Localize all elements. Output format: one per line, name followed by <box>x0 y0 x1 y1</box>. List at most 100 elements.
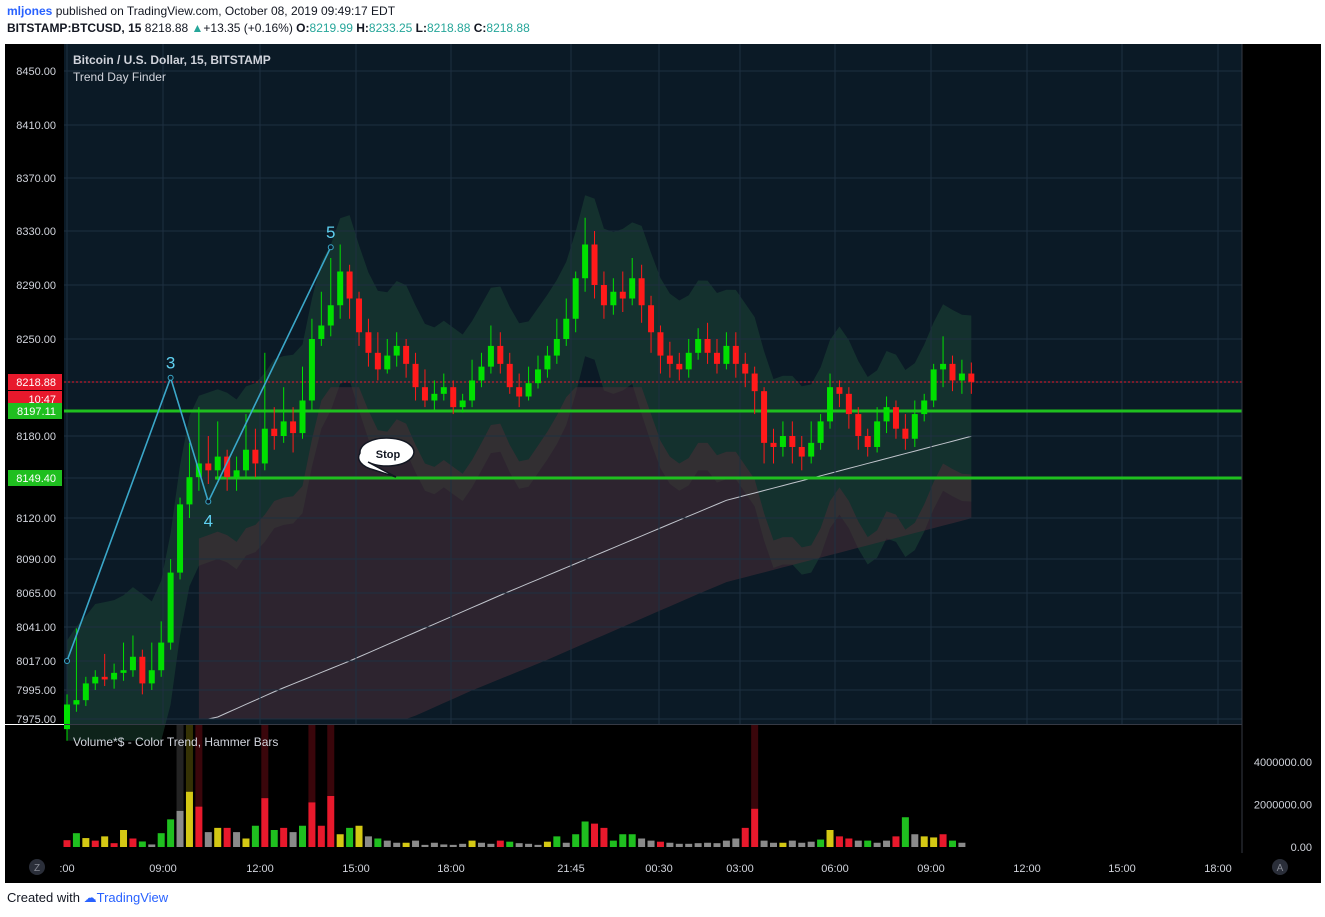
price-badge <box>8 403 62 419</box>
tradingview-brand[interactable]: TradingView <box>96 890 169 905</box>
price-tick-label: 8410.00 <box>16 120 56 132</box>
volume-bar <box>402 842 410 847</box>
candle-body <box>506 363 513 388</box>
volume-bar <box>930 837 938 847</box>
volume-bar <box>515 843 523 847</box>
candle-body <box>177 504 184 573</box>
volume-bar <box>270 830 278 847</box>
volume-bar <box>412 840 420 847</box>
price-badge-label: 8218.88 <box>16 377 56 389</box>
price-tick-label: 8017.00 <box>16 656 56 668</box>
symbol-label: BITSTAMP:BTCUSD, 15 <box>7 21 142 35</box>
time-tick-label: 12:00 <box>246 863 274 875</box>
volume-bar <box>374 838 382 847</box>
time-tick-label: 09:00 <box>917 863 945 875</box>
candle-body <box>224 456 231 478</box>
high-label: H: <box>356 21 369 35</box>
author-name[interactable]: mljones <box>7 4 53 18</box>
zoom-icon: Z <box>34 863 40 874</box>
time-tick-label: 18:00 <box>437 863 465 875</box>
candle-body <box>827 387 834 422</box>
candle-body <box>591 244 598 285</box>
volume-bar <box>251 825 259 847</box>
price-badge-label: 8197.11 <box>17 406 56 418</box>
candle-body <box>139 656 146 684</box>
candle-body <box>779 436 786 447</box>
candle-body <box>459 400 466 408</box>
candle-body <box>572 278 579 319</box>
volume-bar <box>685 843 693 847</box>
volume-bar <box>195 806 203 847</box>
volume-bar <box>779 842 787 847</box>
volume-bars <box>63 725 966 847</box>
stop-callout[interactable]: Stop <box>357 437 415 478</box>
volume-bar <box>901 817 909 847</box>
elliott-waves[interactable]: 3 4 5 <box>64 223 336 664</box>
candle-body <box>478 366 485 381</box>
candle-body <box>864 436 871 447</box>
volume-bar <box>826 830 834 847</box>
indicator-name: Trend Day Finder <box>73 70 166 84</box>
close-value: 8218.88 <box>486 21 530 35</box>
candle-body <box>610 291 617 306</box>
candle-body <box>911 414 918 439</box>
volume-bar <box>628 834 636 847</box>
candle-body <box>327 305 334 326</box>
volume-bar <box>167 819 175 847</box>
support-levels <box>64 381 1242 480</box>
volume-pane-bg <box>64 725 1242 853</box>
volume-bar <box>327 796 335 847</box>
volume-bar <box>741 827 749 847</box>
candle-body <box>450 387 457 408</box>
candle-body <box>82 683 89 701</box>
candle-body <box>902 428 909 439</box>
candle-body <box>92 676 99 684</box>
volume-bar <box>223 827 231 847</box>
volume-bar <box>176 810 184 847</box>
volume-bar <box>459 843 467 847</box>
last-price: 8218.88 <box>144 21 189 35</box>
time-tick-label: :00 <box>59 863 74 875</box>
volume-bar <box>364 836 372 847</box>
candle-body <box>742 363 749 374</box>
price-tick-label: 7975.00 <box>16 714 56 726</box>
candle-body <box>214 456 221 471</box>
candle-body <box>374 352 381 370</box>
volume-highlight-column <box>176 725 184 811</box>
volume-highlight-column <box>308 725 316 803</box>
zoom-button[interactable] <box>29 859 45 875</box>
volume-bar <box>854 840 862 847</box>
auto-scale-button[interactable] <box>1272 859 1288 875</box>
volume-bar <box>185 791 193 847</box>
candle-body <box>855 414 862 436</box>
candle-body <box>553 339 560 356</box>
wave-point <box>205 498 212 505</box>
volume-highlight-column <box>195 725 203 807</box>
publish-line: mljones published on TradingView.com, Oc… <box>7 4 395 18</box>
volume-bar <box>845 838 853 847</box>
volume-bar <box>204 832 212 847</box>
candle-body <box>940 363 947 370</box>
volume-bar <box>798 842 806 847</box>
volume-bar <box>666 842 674 847</box>
volume-bar <box>63 840 71 847</box>
price-tick-label: 8290.00 <box>16 280 56 292</box>
candle-body <box>713 352 720 364</box>
change-up-icon: ▲ <box>191 21 204 35</box>
candle-body <box>167 572 174 643</box>
time-tick-label: 06:00 <box>821 863 849 875</box>
candle-body <box>337 271 344 306</box>
candle-body <box>252 449 259 464</box>
volume-bar <box>675 843 683 847</box>
tradingview-logo-icon: ☁ <box>83 890 97 905</box>
volume-bar <box>732 838 740 847</box>
candle-body <box>290 421 297 434</box>
volume-bar <box>817 839 825 847</box>
candle-body <box>233 470 240 478</box>
candle-body <box>73 700 80 705</box>
volume-bar <box>572 834 580 847</box>
wave-point <box>64 658 70 664</box>
wave-label-5: 5 <box>326 223 335 242</box>
candle-body <box>892 407 899 429</box>
